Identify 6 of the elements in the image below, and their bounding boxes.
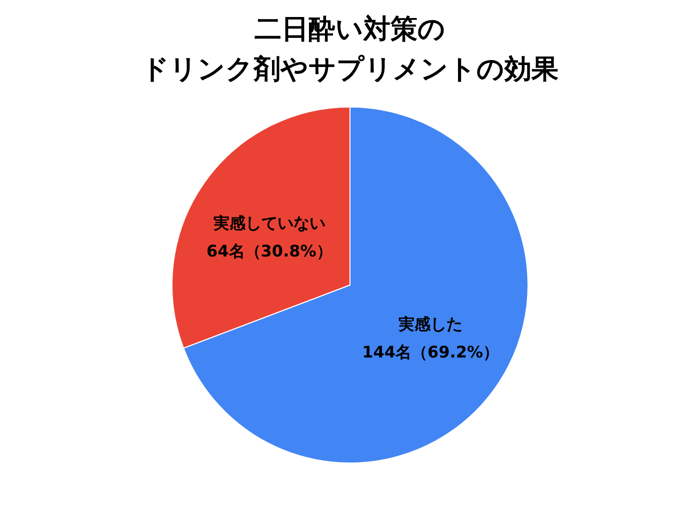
- slice-label: 実感していない: [212, 213, 326, 232]
- slice-label: 実感した: [398, 314, 463, 334]
- data-label: 144名（69.2%）: [362, 342, 500, 362]
- data-label: 64名（30.8%）: [206, 241, 332, 260]
- chart-subtitle: ドリンク剤やサプリメントの効果: [142, 54, 558, 85]
- chart-title: 二日酔い対策の: [254, 14, 446, 45]
